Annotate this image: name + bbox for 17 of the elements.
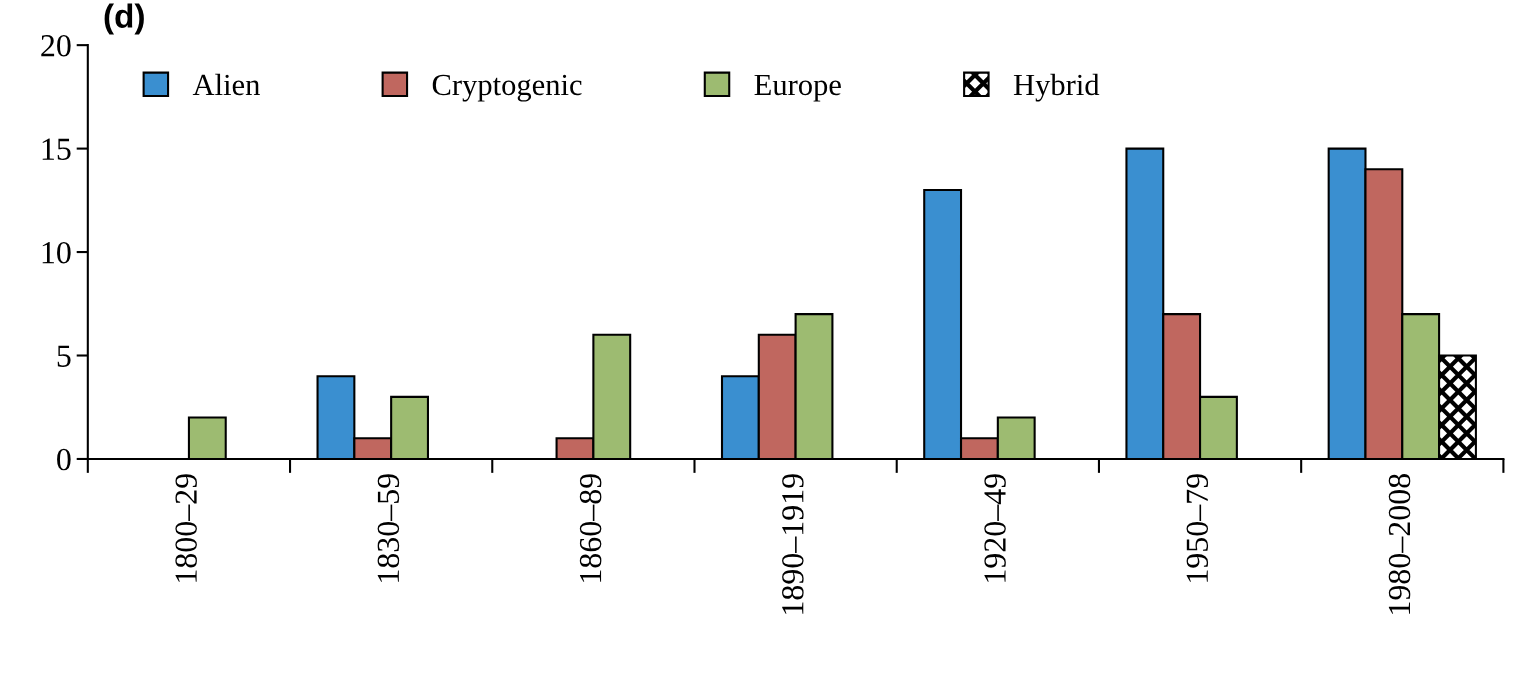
x-tick-label: 1800–29 <box>175 474 197 582</box>
y-tick-label: 10 <box>42 241 71 264</box>
legend-label: Cryptogenic <box>432 74 582 102</box>
legend-label: Hybrid <box>1013 73 1100 102</box>
text: (d) <box>104 3 144 35</box>
x-tick-label: 1920–49 <box>984 474 1006 582</box>
y-tick-label: 5 <box>57 345 71 367</box>
legend-label: Alien <box>192 73 260 96</box>
x-tick-label: 1890–1919 <box>782 474 804 614</box>
y-tick-label: 15 <box>42 138 71 160</box>
y-tick-label: 20 <box>41 34 71 57</box>
y-tick-label: 0 <box>57 448 71 471</box>
x-tick-label: 1950–79 <box>1186 474 1209 582</box>
x-tick-label: 1980–2008 <box>1388 474 1411 614</box>
legend-label: Europe <box>754 74 841 102</box>
x-tick-label: 1860–89 <box>579 474 602 582</box>
x-tick-label: 1830–59 <box>377 474 400 582</box>
